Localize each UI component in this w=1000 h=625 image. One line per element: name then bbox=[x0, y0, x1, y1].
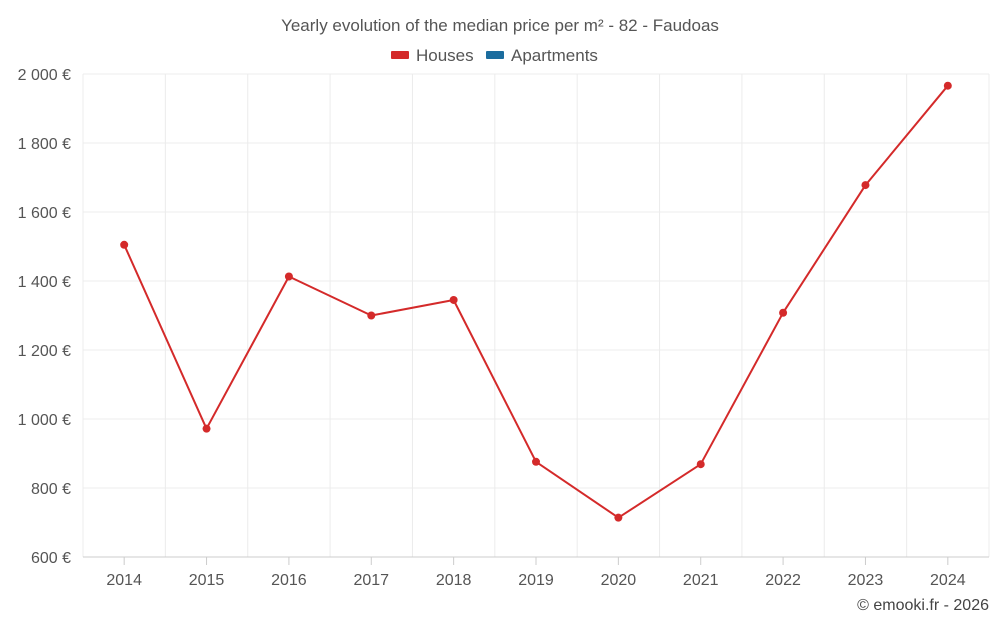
x-axis-tick-labels: 2014 2015 2016 2017 2018 2019 2020 2021 2022 2023… bbox=[106, 572, 965, 589]
y-tick-label: 800 € bbox=[31, 481, 71, 498]
y-tick-label: 2 000 € bbox=[18, 67, 71, 84]
y-axis-tick-labels: 600 € 800 € 1 000 € 1 200 € 1 400 € 1 600 € 1 … bbox=[18, 67, 71, 567]
x-tick-label: 2024 bbox=[930, 572, 966, 589]
x-tick-label: 2015 bbox=[189, 572, 225, 589]
y-tick-label: 600 € bbox=[31, 550, 71, 567]
data-point-houses bbox=[367, 311, 376, 320]
x-tick-label: 2023 bbox=[848, 572, 884, 589]
legend-item-houses[interactable]: Houses bbox=[391, 46, 474, 65]
legend-swatch-houses bbox=[391, 51, 409, 59]
x-gridlines bbox=[82, 74, 990, 565]
x-tick-label: 2018 bbox=[436, 572, 472, 589]
legend-swatch-apartments bbox=[486, 51, 504, 59]
chart-title: Yearly evolution of the median price per… bbox=[281, 16, 719, 35]
legend-label-houses: Houses bbox=[416, 46, 474, 65]
legend: Houses Apartments bbox=[391, 46, 598, 65]
series-points bbox=[120, 81, 952, 522]
y-tick-label: 1 200 € bbox=[18, 343, 71, 360]
x-tick-label: 2022 bbox=[765, 572, 801, 589]
data-point-houses bbox=[202, 424, 211, 433]
legend-item-apartments[interactable]: Apartments bbox=[486, 46, 598, 65]
credit-text: © emooki.fr - 2026 bbox=[857, 597, 989, 614]
data-point-houses bbox=[614, 513, 623, 522]
data-point-houses bbox=[779, 308, 788, 317]
x-tick-label: 2014 bbox=[106, 572, 142, 589]
data-point-houses bbox=[532, 457, 540, 466]
y-gridlines bbox=[83, 73, 989, 489]
x-tick-label: 2017 bbox=[353, 572, 389, 589]
x-tick-label: 2020 bbox=[601, 572, 637, 589]
data-point-houses bbox=[284, 272, 293, 281]
data-point-houses bbox=[120, 240, 129, 249]
data-point-houses bbox=[449, 295, 458, 304]
x-tick-label: 2016 bbox=[271, 572, 307, 589]
data-point-houses bbox=[943, 81, 952, 90]
x-tick-label: 2021 bbox=[683, 572, 719, 589]
y-tick-label: 1 600 € bbox=[18, 205, 71, 222]
data-point-houses bbox=[861, 181, 870, 190]
y-tick-label: 1 400 € bbox=[18, 274, 71, 291]
legend-label-apartments: Apartments bbox=[511, 46, 598, 65]
y-tick-label: 1 000 € bbox=[18, 412, 71, 429]
y-tick-label: 1 800 € bbox=[18, 136, 71, 153]
x-tick-label: 2019 bbox=[518, 572, 554, 589]
data-point-houses bbox=[696, 460, 705, 469]
